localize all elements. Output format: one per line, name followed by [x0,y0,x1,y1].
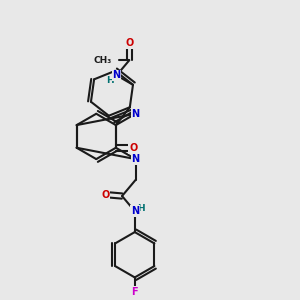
Text: O: O [129,143,137,153]
Text: O: O [125,38,134,48]
Text: N: N [131,206,139,216]
Text: CH₃: CH₃ [94,56,112,65]
Text: H: H [138,204,145,213]
Text: F: F [131,287,138,297]
Text: H: H [106,76,114,85]
Text: O: O [101,190,109,200]
Text: N: N [131,154,140,164]
Text: N: N [131,109,140,119]
Text: N: N [112,70,121,80]
